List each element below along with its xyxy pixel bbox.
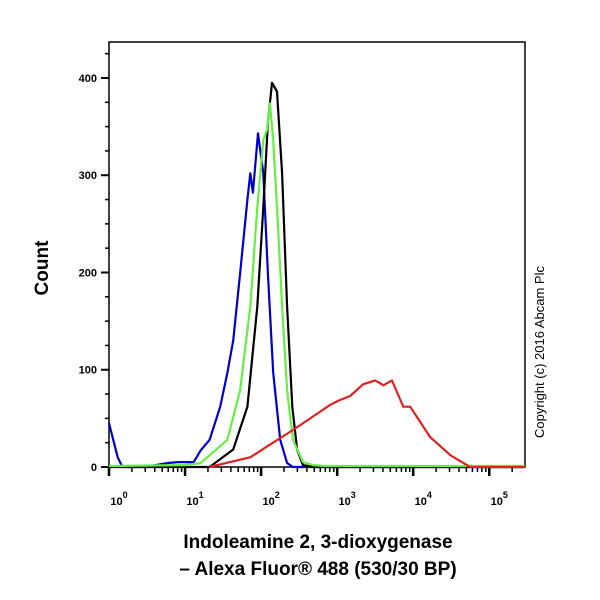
x-tick-label: 100 — [110, 490, 127, 508]
y-tick-label: 300 — [79, 170, 97, 182]
x-tick-label: 102 — [262, 490, 279, 508]
x-axis-label-line1: Indoleamine 2, 3-dioxygenase — [183, 532, 452, 553]
x-tick-label: 103 — [339, 490, 356, 508]
series-line-3 — [209, 379, 525, 469]
x-tick-label: 105 — [491, 490, 508, 508]
x-tick-label: 101 — [186, 490, 203, 508]
y-tick-label: 400 — [79, 73, 97, 85]
x-tick-label: 104 — [415, 490, 432, 508]
series-line-2 — [108, 102, 525, 468]
copyright-annotation: Copyright (c) 2016 Abcam Plc — [532, 266, 547, 438]
plot-frame — [108, 41, 526, 468]
series-line-1 — [109, 81, 525, 469]
series-line-0 — [107, 132, 525, 469]
x-axis: 100 101 102 103 104 105 — [107, 467, 513, 508]
y-tick-label: 200 — [79, 267, 97, 279]
x-axis-label-line2: – Alexa Fluor® 488 (530/30 BP) — [179, 559, 456, 580]
y-tick-label: 100 — [79, 365, 97, 377]
y-axis: 0 100 200 300 400 — [79, 52, 109, 474]
y-tick-label: 0 — [91, 462, 97, 474]
series-group — [107, 81, 525, 469]
y-axis-label: Count — [32, 240, 53, 296]
